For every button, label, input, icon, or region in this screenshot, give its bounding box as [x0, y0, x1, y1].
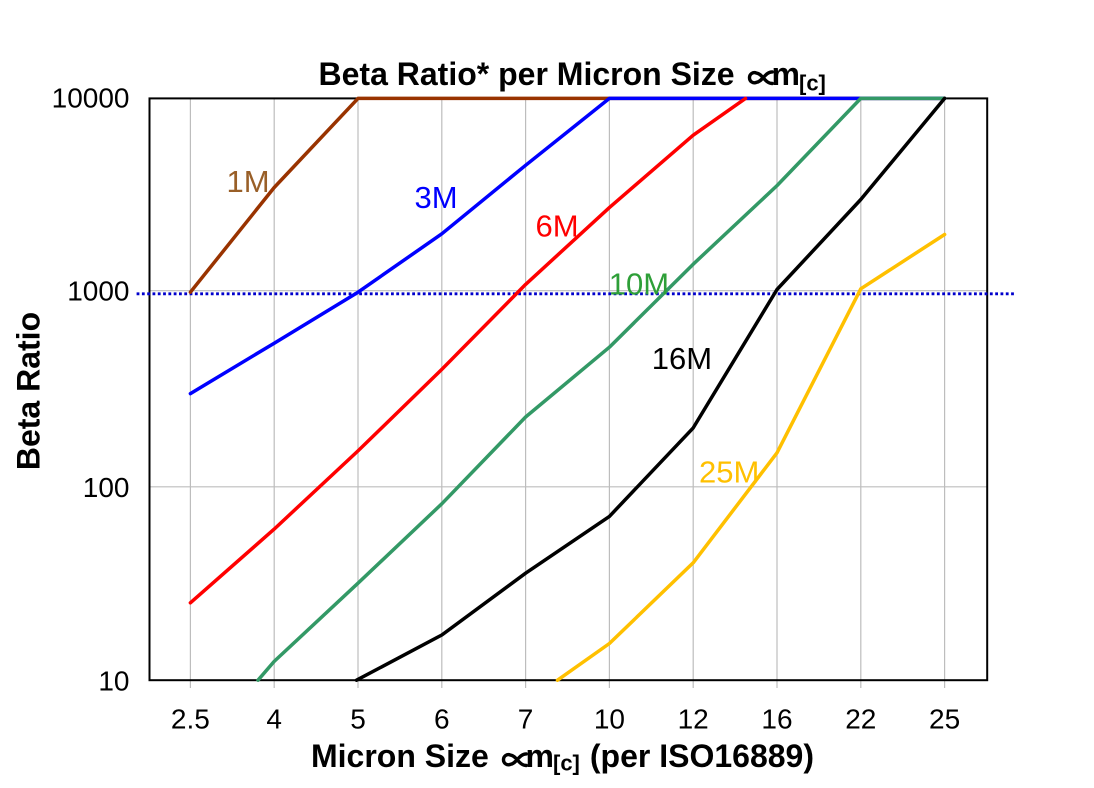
svg-text:1M: 1M	[227, 164, 270, 199]
svg-text:12: 12	[678, 704, 709, 735]
svg-text:7: 7	[518, 704, 534, 735]
svg-text:5: 5	[350, 704, 366, 735]
svg-text:2.5: 2.5	[171, 704, 210, 735]
svg-text:Beta Ratio: Beta Ratio	[11, 312, 47, 470]
svg-text:Micron Size: Micron Size	[311, 738, 489, 774]
svg-text:10: 10	[98, 666, 129, 697]
svg-text:10: 10	[594, 704, 625, 735]
svg-text:m: m	[526, 738, 554, 774]
svg-text:22: 22	[845, 704, 876, 735]
svg-text:Beta Ratio* per Micron Size: Beta Ratio* per Micron Size	[319, 56, 735, 92]
svg-text:16: 16	[761, 704, 792, 735]
svg-text:1000: 1000	[67, 275, 129, 306]
svg-text:16M: 16M	[652, 341, 712, 376]
svg-text:6M: 6M	[536, 209, 579, 244]
svg-text:[c]: [c]	[553, 751, 580, 776]
svg-text:10M: 10M	[609, 267, 669, 302]
svg-text:3M: 3M	[415, 180, 458, 215]
svg-text:4: 4	[266, 704, 282, 735]
svg-text:10000: 10000	[52, 83, 130, 114]
svg-text:m: m	[772, 56, 800, 92]
svg-text:25M: 25M	[699, 455, 759, 490]
svg-text:(per ISO16889): (per ISO16889)	[581, 738, 814, 774]
svg-text:25: 25	[929, 704, 960, 735]
svg-text:[c]: [c]	[799, 71, 826, 96]
svg-text:6: 6	[434, 704, 450, 735]
svg-text:100: 100	[83, 472, 130, 503]
